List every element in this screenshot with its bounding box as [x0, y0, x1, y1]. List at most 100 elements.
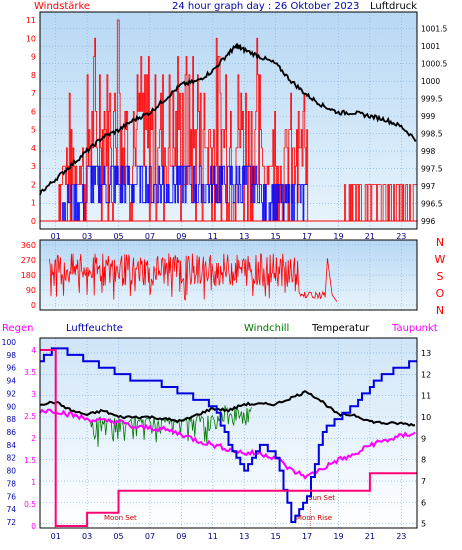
panel-wind-pressure [40, 12, 417, 229]
x-tick-label: 05 [113, 232, 123, 241]
chart-layer: 01 03 05 07 09 11 13 15 17 19 21 230123456789101199… [2, 11, 447, 541]
pressure-y-tick: 1000.5 [421, 60, 447, 69]
pressure-label: Luftdruck [370, 1, 417, 12]
x-tick-label: 11 [208, 532, 218, 541]
wind-y-tick: 5 [31, 126, 36, 135]
rain-y-tick: 2 [31, 434, 36, 443]
wind-y-tick: 10 [26, 34, 36, 43]
humidity-y-tick: 98 [6, 351, 16, 360]
rain-y-tick: 0 [31, 522, 36, 531]
compass-label: O [436, 287, 445, 300]
humidity-y-tick: 92 [6, 389, 16, 398]
pressure-y-tick: 998.5 [421, 130, 443, 139]
annotation-sun-set: Sun Set [308, 494, 335, 502]
temp-y-tick: 7 [421, 477, 426, 486]
dewpoint-series [39, 408, 416, 480]
legend-rain: Regen [2, 323, 34, 334]
pressure-y-tick: 999.5 [421, 95, 443, 104]
wind-y-tick: 1 [31, 199, 36, 208]
x-tick-label: 15 [271, 232, 281, 241]
panel3-border [39, 337, 418, 529]
compass-label: N [436, 236, 444, 249]
legend-windchill: Windchill [244, 323, 289, 334]
wind-y-tick: 8 [31, 71, 36, 80]
x-tick-label: 11 [208, 232, 218, 241]
temp-y-tick: 13 [421, 349, 431, 358]
wind-y-tick: 0 [31, 217, 36, 226]
rain-y-tick: 3 [31, 390, 36, 399]
temperature-series [39, 390, 416, 427]
legend-humidity: Luftfeuchte [66, 323, 123, 334]
pressure-y-tick: 997 [421, 182, 436, 191]
x-tick-label: 03 [82, 232, 92, 241]
wind-y-tick: 4 [31, 144, 36, 153]
humidity-y-tick: 76 [6, 492, 16, 501]
humidity-y-tick: 84 [6, 441, 16, 450]
temp-y-tick: 11 [421, 392, 431, 401]
x-tick-label: 15 [271, 532, 281, 541]
pressure-y-tick: 997.5 [421, 165, 443, 174]
x-tick-label: 21 [365, 232, 375, 241]
x-tick-label: 13 [239, 232, 249, 241]
legend-temperature: Temperatur [311, 323, 370, 334]
wind-y-tick: 7 [31, 89, 36, 98]
pressure-y-tick: 1000 [421, 77, 440, 86]
x-tick-label: 09 [176, 532, 186, 541]
humidity-y-tick: 82 [6, 454, 16, 463]
humidity-y-tick: 90 [6, 402, 16, 411]
humidity-y-tick: 78 [6, 479, 16, 488]
pressure-y-tick: 999 [421, 112, 436, 121]
annotation-moon-rise: Moon Rise [296, 514, 332, 522]
wind-y-tick: 6 [31, 107, 36, 116]
wind-y-tick: 2 [31, 180, 36, 189]
dir-y-tick: 270 [21, 256, 36, 265]
humidity-y-tick: 88 [6, 415, 16, 424]
x-tick-label: 23 [396, 532, 406, 541]
compass-label: S [437, 270, 444, 283]
humidity-y-tick: 72 [6, 518, 16, 527]
wind-y-tick: 3 [31, 162, 36, 171]
pressure-y-tick: 1001 [421, 42, 440, 51]
rain-y-tick: 0.5 [24, 500, 36, 509]
pressure-series [39, 42, 417, 196]
humidity-y-tick: 74 [6, 505, 16, 514]
panel-wind-direction [40, 240, 417, 310]
panel1-border [39, 11, 418, 230]
temp-y-tick: 6 [421, 498, 426, 507]
humidity-y-tick: 86 [6, 428, 16, 437]
humidity-series [40, 347, 417, 523]
rain-y-tick: 4 [31, 346, 36, 355]
chart-title: 24 hour graph day : 26 Oktober 2023 [172, 1, 359, 12]
humidity-y-tick: 94 [6, 377, 16, 386]
rain-y-tick: 1.5 [24, 456, 36, 465]
humidity-y-tick: 80 [6, 467, 16, 476]
x-tick-label: 07 [145, 532, 155, 541]
x-tick-label: 01 [51, 532, 61, 541]
x-tick-label: 23 [396, 232, 406, 241]
pressure-y-tick: 996.5 [421, 200, 443, 209]
rain-y-tick: 2.5 [24, 412, 36, 421]
temp-y-tick: 12 [421, 370, 431, 379]
wind-y-tick: 11 [26, 16, 36, 25]
x-tick-label: 17 [302, 532, 312, 541]
compass-label: W [435, 253, 446, 266]
rain-y-tick: 3.5 [24, 368, 36, 377]
x-tick-label: 21 [365, 532, 375, 541]
panel2-border [39, 239, 418, 311]
pressure-y-tick: 1001.5 [421, 25, 447, 34]
humidity-y-tick: 96 [6, 364, 16, 373]
x-tick-label: 07 [145, 232, 155, 241]
x-tick-label: 17 [302, 232, 312, 241]
dir-y-tick: 0 [31, 301, 36, 310]
temp-y-tick: 8 [421, 456, 426, 465]
dir-y-tick: 180 [21, 271, 36, 280]
temp-y-tick: 5 [421, 520, 426, 529]
x-tick-label: 05 [113, 532, 123, 541]
pressure-y-tick: 996 [421, 217, 436, 226]
x-tick-label: 01 [51, 232, 61, 241]
compass-label: N [436, 304, 444, 317]
wind-y-tick: 9 [31, 53, 36, 62]
dir-y-tick: 90 [26, 286, 36, 295]
